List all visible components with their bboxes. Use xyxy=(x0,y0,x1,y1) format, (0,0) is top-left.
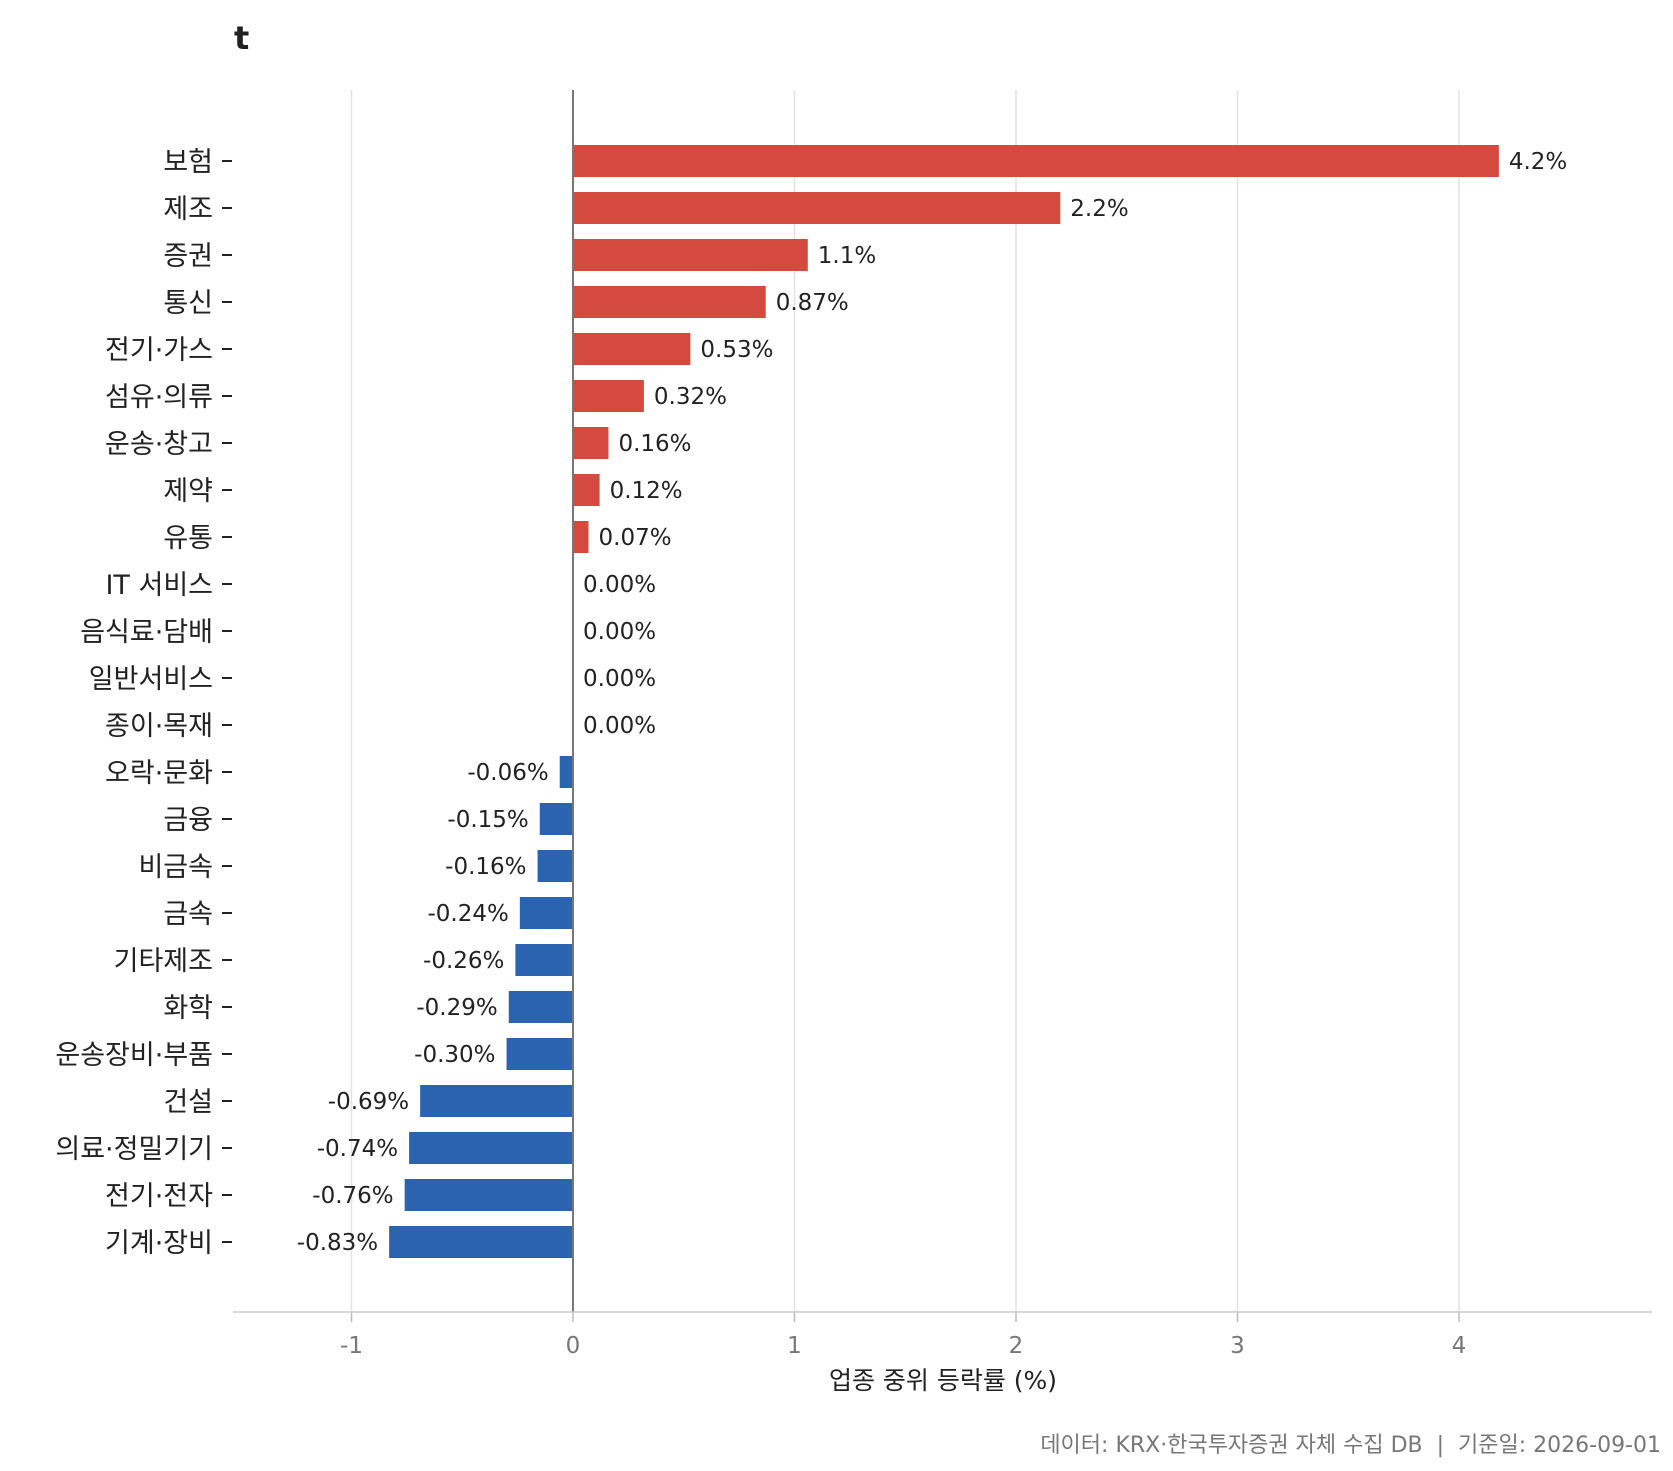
category-label: 운송·창고 xyxy=(105,429,213,460)
category-label: 음식료·담배 xyxy=(80,617,213,648)
x-tick-label: 0 xyxy=(566,1333,581,1359)
category-label: 의료·정밀기기 xyxy=(55,1134,213,1165)
value-label: -0.06% xyxy=(467,760,548,786)
category-label: 전기·전자 xyxy=(105,1181,213,1212)
value-label: 1.1% xyxy=(818,243,876,269)
bar xyxy=(389,1226,573,1258)
category-label: IT 서비스 xyxy=(105,570,213,601)
x-axis: -1 0 1 2 3 4 xyxy=(233,1311,1652,1359)
category-label: 화학 xyxy=(163,993,213,1024)
category-label: 전기·가스 xyxy=(105,335,213,366)
bar xyxy=(573,145,1499,177)
value-label: -0.69% xyxy=(328,1089,409,1115)
bar xyxy=(539,803,573,835)
category-label: 건설 xyxy=(163,1087,213,1118)
grid-lines xyxy=(350,90,1460,1312)
value-label: 0.07% xyxy=(599,525,672,551)
category-label: 기타제조 xyxy=(114,946,213,977)
category-label: 금속 xyxy=(163,899,213,930)
bar xyxy=(573,380,644,412)
category-label: 운송장비·부품 xyxy=(55,1040,213,1071)
value-label: 0.00% xyxy=(583,572,656,598)
category-label: 증권 xyxy=(163,241,213,272)
bar xyxy=(573,521,589,553)
category-label: 금융 xyxy=(163,805,213,836)
value-label: -0.74% xyxy=(317,1136,398,1162)
bar xyxy=(537,850,573,882)
x-tick-label: 2 xyxy=(1009,1333,1024,1359)
bar xyxy=(404,1179,573,1211)
x-tick-label: 3 xyxy=(1230,1333,1245,1359)
x-tick-label: 1 xyxy=(787,1333,802,1359)
value-label: 0.53% xyxy=(700,337,773,363)
bar xyxy=(506,1038,573,1070)
bar xyxy=(409,1132,573,1164)
value-label: -0.15% xyxy=(447,807,528,833)
x-axis-title: 업종 중위 등락률 (%) xyxy=(829,1366,1057,1395)
data-source-caption: 데이터: KRX·한국투자증권 자체 수집 DB | 기준일: 2026-09-… xyxy=(1040,1433,1661,1458)
value-label: 4.2% xyxy=(1509,149,1567,175)
value-label: -0.76% xyxy=(312,1183,393,1209)
value-label: -0.24% xyxy=(427,901,508,927)
category-label: 섬유·의류 xyxy=(105,382,213,413)
value-label: 0.87% xyxy=(776,290,849,316)
category-label: 오락·문화 xyxy=(105,758,213,789)
bar xyxy=(559,756,573,788)
bar xyxy=(573,239,808,271)
value-label: -0.83% xyxy=(297,1230,378,1256)
category-label: 보험 xyxy=(163,147,213,178)
category-label: 기계·장비 xyxy=(105,1228,213,1259)
bar xyxy=(508,991,573,1023)
category-label: 종이·목재 xyxy=(105,711,213,742)
value-label: -0.30% xyxy=(414,1042,495,1068)
value-label: -0.16% xyxy=(445,854,526,880)
value-label: 0.00% xyxy=(583,619,656,645)
value-label: 0.00% xyxy=(583,713,656,739)
category-label: 유통 xyxy=(163,523,213,554)
value-label: -0.26% xyxy=(423,948,504,974)
value-label: 0.00% xyxy=(583,666,656,692)
value-labels: 4.2% 2.2% 1.1% 0.87%0.53% 0.32% 0.16% 0.12% 0.0… xyxy=(297,149,1568,1256)
category-label: 비금속 xyxy=(138,852,213,883)
x-tick-label: 4 xyxy=(1452,1333,1467,1359)
bar xyxy=(573,474,600,506)
chart-title: t xyxy=(234,19,249,57)
category-label: 일반서비스 xyxy=(89,664,213,695)
bar xyxy=(519,897,573,929)
category-label: 제약 xyxy=(163,476,213,507)
value-label: 0.16% xyxy=(618,431,691,457)
bar xyxy=(573,427,609,459)
bars xyxy=(389,90,1499,1312)
bar xyxy=(515,944,573,976)
value-label: 0.12% xyxy=(610,478,683,504)
value-label: -0.29% xyxy=(416,995,497,1021)
category-label: 통신 xyxy=(163,288,213,319)
value-label: 2.2% xyxy=(1070,196,1128,222)
bar xyxy=(573,192,1061,224)
category-label: 제조 xyxy=(163,194,213,225)
bar xyxy=(420,1085,573,1117)
bar xyxy=(573,286,766,318)
value-label: 0.32% xyxy=(654,384,727,410)
x-tick-label: -1 xyxy=(340,1333,363,1359)
bar xyxy=(573,333,691,365)
